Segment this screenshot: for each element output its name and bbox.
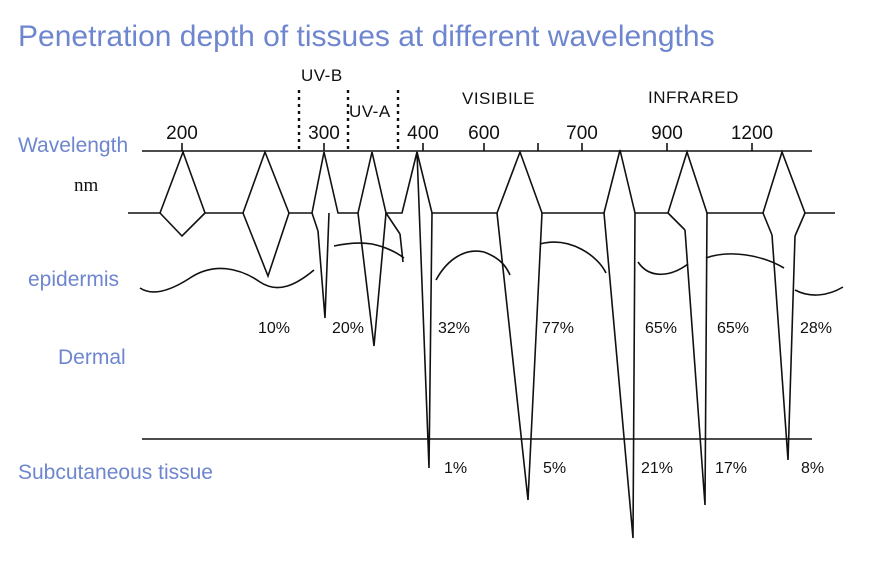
subcutaneous-percent: 1% xyxy=(444,460,467,477)
dermis-percent: 10% xyxy=(258,320,290,337)
dermal-label: Dermal xyxy=(58,346,126,369)
dermis-percent: 65% xyxy=(645,320,677,337)
unit-label: nm xyxy=(74,175,99,196)
subcutaneous-percent: 8% xyxy=(801,460,824,477)
tick-label: 900 xyxy=(651,123,683,144)
dermis-percent: 20% xyxy=(332,320,364,337)
dermis-percent: 77% xyxy=(542,320,574,337)
diagram-title: Penetration depth of tissues at differen… xyxy=(18,20,715,53)
stratum-line xyxy=(128,149,835,214)
uvb-band-label: UV-B xyxy=(301,66,343,85)
tick-label: 600 xyxy=(468,123,500,144)
infrared-band-label: INFRARED xyxy=(648,88,739,107)
subcutaneous-percentages: 1% 5% 21% 17% 8% xyxy=(444,460,824,477)
tick-label: 300 xyxy=(308,123,340,144)
uva-band-label: UV-A xyxy=(349,102,391,121)
tick-label: 400 xyxy=(407,123,439,144)
surface-tick-marks xyxy=(181,143,753,151)
spike-900nm xyxy=(684,212,708,506)
spike-uva xyxy=(357,212,387,347)
spike-1200nm xyxy=(771,234,796,461)
wavelength-label: Wavelength xyxy=(18,134,128,157)
tick-label: 1200 xyxy=(731,123,773,144)
epidermis-label: epidermis xyxy=(28,268,119,291)
penetration-spikes xyxy=(183,151,796,539)
dermis-percent: 32% xyxy=(438,320,470,337)
dermis-percentages: 10% 20% 32% 77% 65% 65% 28% xyxy=(258,320,832,337)
wavelength-ticks: 200 300 400 600 700 900 1200 xyxy=(166,123,773,144)
subcutaneous-percent: 21% xyxy=(641,460,673,477)
dermis-percent: 65% xyxy=(717,320,749,337)
spike-700nm xyxy=(603,212,636,539)
spike-400nm xyxy=(416,151,433,469)
spike-300nm xyxy=(317,212,330,319)
subcutaneous-percent: 17% xyxy=(715,460,747,477)
spike-600nm xyxy=(496,212,543,501)
visible-band-label: VISIBILE xyxy=(462,89,535,108)
uv-band-boundaries xyxy=(297,90,400,150)
subcutaneous-label: Subcutaneous tissue xyxy=(18,461,213,484)
diamond-lower-halves xyxy=(159,212,806,279)
tick-label: 700 xyxy=(566,123,598,144)
subcutaneous-percent: 5% xyxy=(543,460,566,477)
epidermis-boundary xyxy=(139,241,844,296)
dermis-percent: 28% xyxy=(800,320,832,337)
tick-label: 200 xyxy=(166,123,198,144)
